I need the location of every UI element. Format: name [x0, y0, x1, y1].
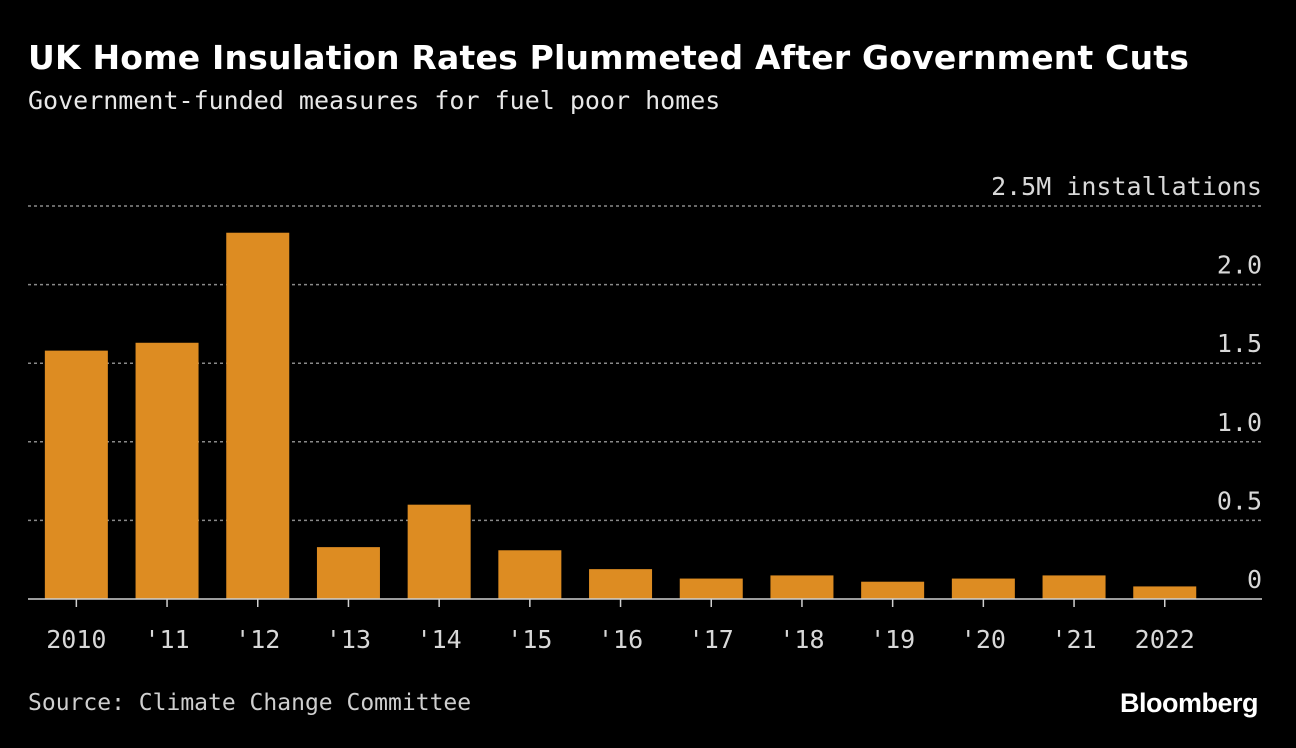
y-tick-label: 0.5 [1217, 486, 1262, 515]
x-tick-label: '11 [144, 625, 189, 654]
x-tick-label: 2022 [1135, 625, 1195, 654]
x-tick-label: '17 [689, 625, 734, 654]
x-tick-label: '21 [1051, 625, 1096, 654]
chart-subtitle: Government-funded measures for fuel poor… [28, 86, 721, 115]
y-tick-label: 2.5M installations [991, 172, 1262, 201]
bar [589, 569, 653, 599]
x-tick-label: '16 [598, 625, 643, 654]
bar [861, 581, 925, 599]
y-tick-label: 1.0 [1217, 408, 1262, 437]
bar [679, 578, 743, 599]
bar [498, 550, 562, 599]
x-tick-label: '13 [326, 625, 371, 654]
x-axis: 2010 '11 '12 '13 '14 '15 '16 '17 '18 '19 '20 '21 202… [28, 598, 1262, 654]
bar [770, 575, 834, 599]
bars [44, 232, 1197, 599]
bloomberg-logo: Bloomberg [1119, 688, 1259, 718]
bar [226, 232, 290, 599]
bar [1133, 586, 1197, 599]
x-tick-label: '15 [507, 625, 552, 654]
x-tick-label: '20 [961, 625, 1006, 654]
y-axis-labels: 0 0.5 1.0 1.5 2.0 2.5M installations [991, 172, 1262, 594]
bar [951, 578, 1015, 599]
bar [135, 342, 199, 599]
bar [1042, 575, 1106, 599]
gridlines [28, 205, 1262, 522]
y-tick-label: 2.0 [1217, 251, 1262, 280]
bar [316, 547, 380, 599]
chart-title: UK Home Insulation Rates Plummeted After… [28, 38, 1190, 77]
bar [44, 350, 108, 599]
x-tick-label: '19 [870, 625, 915, 654]
x-tick-label: '12 [235, 625, 280, 654]
source-note: Source: Climate Change Committee [28, 690, 472, 716]
x-tick-label: 2010 [46, 625, 106, 654]
x-tick-label: '14 [417, 625, 462, 654]
y-tick-label: 0 [1247, 565, 1262, 594]
x-tick-label: '18 [779, 625, 824, 654]
bar [407, 504, 471, 599]
y-tick-label: 1.5 [1217, 329, 1262, 358]
